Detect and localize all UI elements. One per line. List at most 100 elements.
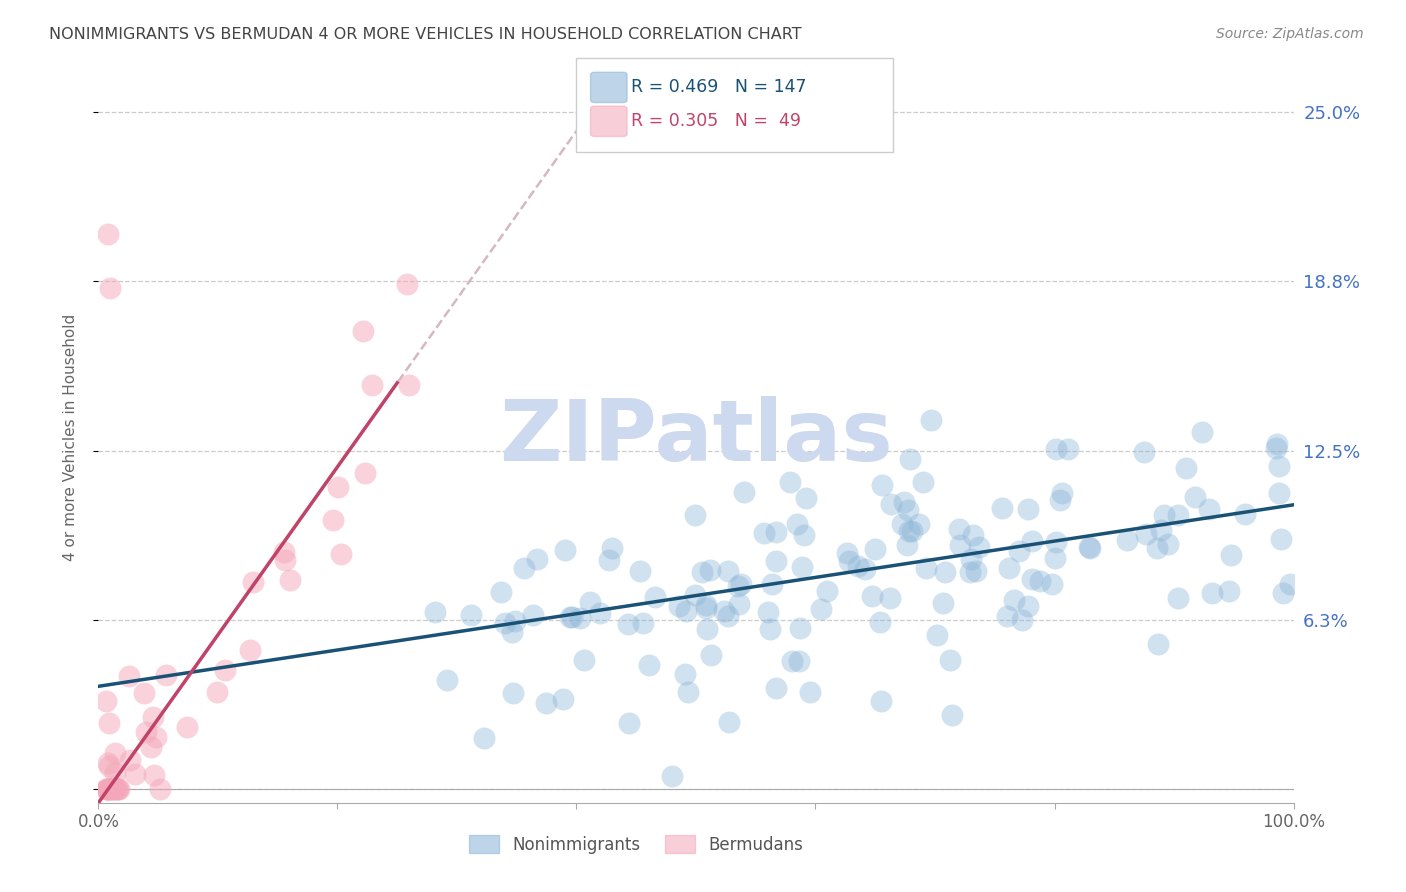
Point — [879, 591, 901, 606]
Point — [569, 610, 592, 624]
Point — [799, 685, 821, 699]
Point — [779, 475, 801, 489]
Point — [765, 681, 787, 695]
Point — [932, 596, 955, 610]
Point — [879, 497, 901, 511]
Point — [104, 747, 127, 761]
Point — [425, 605, 447, 619]
Point — [727, 579, 749, 593]
Point — [628, 564, 651, 578]
Point — [96, 782, 118, 797]
Point — [1021, 533, 1043, 548]
Point — [1201, 586, 1223, 600]
Point — [962, 528, 984, 542]
Point — [1265, 436, 1288, 450]
Text: Source: ZipAtlas.com: Source: ZipAtlas.com — [1216, 27, 1364, 41]
Point — [579, 595, 602, 609]
Point — [759, 623, 782, 637]
Point — [617, 617, 640, 632]
Point — [891, 517, 914, 532]
Point — [1184, 490, 1206, 504]
Point — [353, 466, 375, 480]
Point — [717, 714, 740, 729]
Point — [685, 588, 707, 602]
Point — [911, 475, 934, 489]
Point — [491, 585, 513, 599]
Point — [1234, 507, 1257, 521]
Point — [699, 563, 721, 577]
Point — [761, 577, 783, 591]
Point — [789, 653, 811, 667]
Point — [1045, 442, 1067, 456]
Point — [927, 628, 949, 642]
Point — [1153, 508, 1175, 522]
Point — [96, 782, 118, 797]
Point — [1133, 444, 1156, 458]
Point — [678, 685, 700, 699]
Point — [765, 554, 787, 568]
Point — [717, 608, 740, 623]
Point — [637, 657, 659, 672]
Point — [700, 648, 723, 662]
Point — [101, 782, 124, 797]
Point — [896, 538, 918, 552]
Point — [494, 616, 516, 631]
Point — [97, 227, 120, 241]
Point — [135, 725, 157, 739]
Point — [118, 669, 141, 683]
Point — [98, 782, 121, 797]
Point — [860, 589, 883, 603]
Text: R = 0.469   N = 147: R = 0.469 N = 147 — [631, 78, 807, 96]
Point — [898, 524, 921, 538]
Point — [1278, 577, 1301, 591]
Point — [361, 378, 384, 392]
Point — [1268, 458, 1291, 473]
Point — [242, 575, 264, 590]
Point — [1146, 541, 1168, 555]
Point — [690, 565, 713, 579]
Point — [513, 560, 536, 574]
Point — [104, 765, 127, 780]
Point — [97, 756, 120, 771]
Point — [1002, 593, 1025, 607]
Point — [998, 561, 1021, 575]
Point — [205, 684, 228, 698]
Point — [436, 673, 458, 688]
Point — [460, 607, 482, 622]
Point — [1157, 537, 1180, 551]
Point — [695, 600, 717, 615]
Point — [920, 413, 942, 427]
Point — [869, 694, 891, 708]
Point — [1272, 586, 1295, 600]
Legend: Nonimmigrants, Bermudans: Nonimmigrants, Bermudans — [463, 829, 810, 860]
Point — [907, 517, 929, 532]
Point — [120, 753, 142, 767]
Point — [1167, 508, 1189, 523]
Point — [846, 558, 869, 573]
Point — [1021, 573, 1043, 587]
Point — [1270, 533, 1292, 547]
Point — [1167, 591, 1189, 605]
Point — [98, 759, 121, 773]
Point — [1116, 533, 1139, 547]
Point — [644, 590, 666, 604]
Point — [959, 566, 981, 580]
Point — [143, 768, 166, 782]
Point — [398, 378, 420, 392]
Point — [668, 599, 690, 613]
Point — [893, 494, 915, 508]
Point — [155, 668, 177, 682]
Point — [870, 478, 893, 492]
Text: NONIMMIGRANTS VS BERMUDAN 4 OR MORE VEHICLES IN HOUSEHOLD CORRELATION CHART: NONIMMIGRANTS VS BERMUDAN 4 OR MORE VEHI… — [49, 27, 801, 42]
Point — [1028, 574, 1050, 588]
Point — [326, 480, 349, 494]
Point — [1150, 523, 1173, 537]
Point — [897, 503, 920, 517]
Point — [1049, 493, 1071, 508]
Point — [786, 517, 808, 532]
Point — [1017, 501, 1039, 516]
Point — [728, 598, 751, 612]
Point — [619, 716, 641, 731]
Point — [501, 624, 523, 639]
Point — [733, 484, 755, 499]
